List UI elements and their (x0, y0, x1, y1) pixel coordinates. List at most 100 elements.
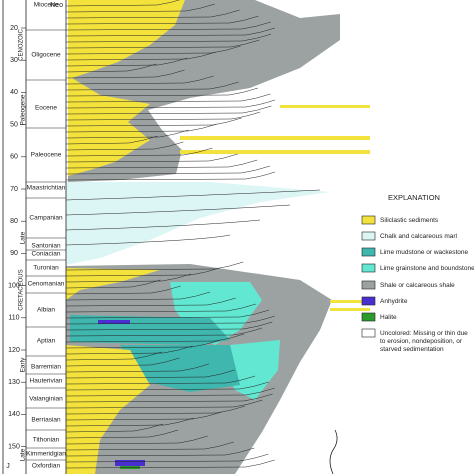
bed-line (65, 69, 185, 79)
bed-line (65, 351, 162, 361)
bed-line (65, 165, 271, 175)
legend-swatch (361, 312, 376, 322)
bed-lines (65, 0, 321, 469)
period-label: CRETACEOUS (19, 269, 25, 310)
wackestone-2 (120, 345, 240, 392)
bed-line (65, 81, 239, 91)
bed-line (65, 39, 260, 49)
stage-label: Maastrichtian (27, 185, 66, 192)
bed-line (65, 435, 208, 445)
stage-label: Barremian (31, 364, 61, 371)
age-label: 20 (10, 25, 18, 32)
stage-label: Miocene (34, 2, 59, 9)
bed-line (65, 189, 321, 201)
bed-line (65, 15, 259, 25)
bed-line (65, 333, 245, 343)
subperiod-label: Late (20, 231, 27, 244)
siliclastic-bar (330, 300, 370, 303)
bed-line (65, 423, 164, 433)
legend-swatch (361, 296, 376, 306)
bed-line (65, 57, 188, 67)
bed-line (65, 135, 158, 145)
bed-line (65, 315, 275, 325)
stage-label: Hauterivian (30, 378, 63, 385)
bed-line (65, 279, 161, 289)
bed-line (65, 303, 256, 313)
stage-label: Oligocene (31, 52, 61, 59)
bed-line (65, 363, 209, 373)
legend-swatch (361, 328, 376, 338)
bed-line (65, 309, 270, 319)
legend-swatch (361, 280, 376, 290)
bed-line (65, 441, 234, 451)
bed-line (65, 234, 231, 246)
siliclastic-bar (180, 150, 370, 154)
legend-label: Anhydrite (380, 298, 408, 305)
legend-label: Lime mudstone or wackestone (380, 249, 469, 256)
legend-swatch (361, 247, 376, 257)
legend-label: Lime grainstone and boundstone (380, 265, 474, 272)
age-label: 120 (8, 347, 20, 354)
bed-line (65, 285, 181, 295)
bed-line (65, 399, 263, 409)
bed-line (65, 273, 192, 283)
bed-line (65, 0, 181, 7)
bed-line (65, 291, 211, 301)
stage-label: Coniacian (32, 251, 61, 258)
period-label: Paleogene (20, 94, 27, 125)
bed-line (65, 21, 271, 31)
bed-line (65, 171, 276, 181)
bed-line (65, 123, 218, 133)
bed-line (65, 147, 213, 157)
bed-line (65, 219, 261, 231)
stage-label: Cenomanian (28, 281, 65, 288)
bed-line (65, 141, 184, 151)
chalk (66, 182, 330, 265)
age-label: 100 (8, 282, 20, 289)
subperiod-label: Early (20, 357, 27, 373)
stage-label: Paleocene (31, 152, 62, 159)
bed-line (65, 357, 180, 367)
siliclastic-upper (68, 0, 185, 176)
age-label: 130 (8, 379, 20, 386)
era-label: CENOZOIC (19, 29, 25, 61)
siliclastic-bar (180, 136, 370, 140)
period-label: Neo (50, 2, 63, 9)
legend-label: Shale or calcareous shale (380, 282, 455, 289)
squiggle (329, 429, 338, 474)
bed-line (65, 411, 222, 421)
bed-line (65, 153, 238, 163)
bed-line (65, 111, 261, 121)
bed-line (65, 105, 272, 115)
bed-line (65, 405, 246, 415)
age-label: 150 (8, 443, 20, 450)
legend-label: Uncolored: Missing or thin due to erosion… (380, 330, 468, 353)
legend-title: EXPLANATION (388, 193, 440, 202)
bed-line (65, 117, 242, 127)
age-label: 140 (8, 411, 20, 418)
age-label: 60 (10, 154, 18, 161)
siliclastic-bar (330, 308, 370, 311)
bed-line (65, 204, 291, 216)
legend-label: Chalk and calcareous marl (380, 233, 458, 240)
bed-line (65, 51, 217, 61)
siliclastic-lower-2 (66, 345, 150, 474)
bed-line (65, 381, 269, 391)
bed-line (65, 459, 275, 469)
stage-label: Tithonian (33, 437, 60, 444)
bed-line (65, 9, 240, 19)
bed-line (65, 447, 255, 457)
bed-line (65, 417, 194, 427)
bed-line (65, 99, 276, 109)
bed-line (65, 345, 193, 355)
bed-line (65, 87, 259, 97)
anhydrite-2 (115, 460, 145, 466)
bed-line (65, 327, 262, 337)
age-label: 50 (10, 121, 18, 128)
period-label: J (6, 463, 10, 470)
stage-label: Eocene (35, 105, 57, 112)
stage-label: Valanginian (29, 396, 63, 403)
stage-label: Turonian (33, 265, 59, 272)
bed-line (65, 129, 189, 139)
anhydrite (98, 320, 130, 324)
